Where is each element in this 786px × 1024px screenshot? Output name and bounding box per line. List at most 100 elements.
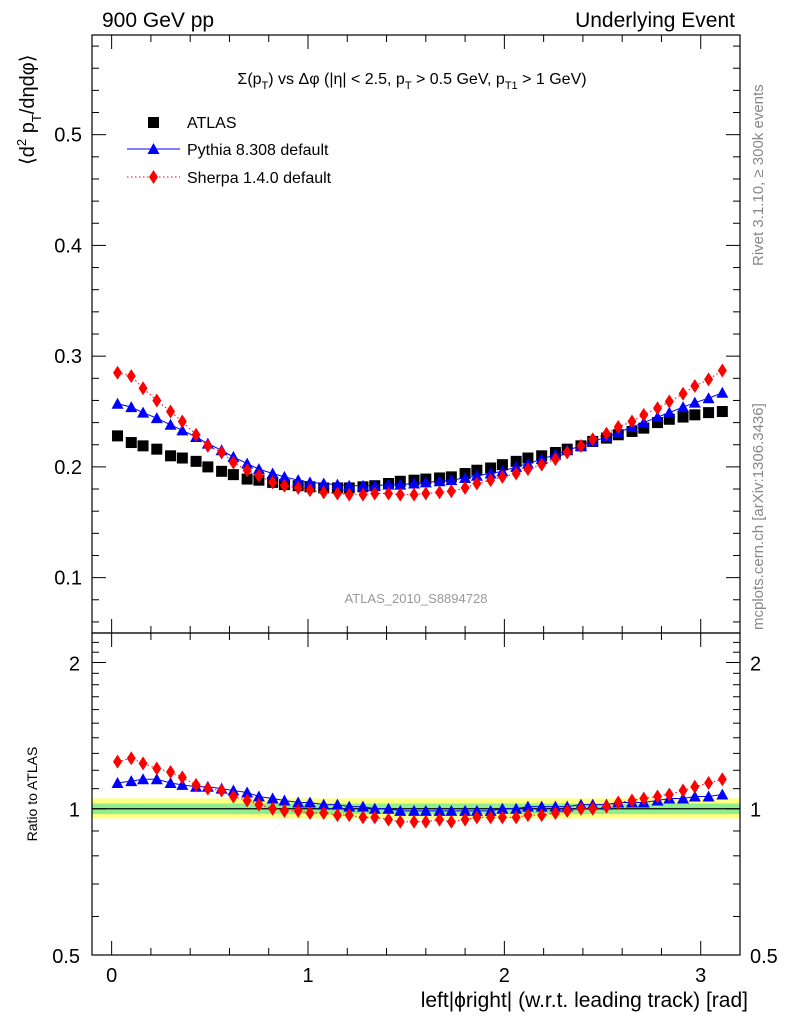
main-point-sherpa (370, 486, 380, 501)
main-point-sherpa (254, 468, 264, 483)
main-point-sherpa (421, 486, 431, 501)
main-point-sherpa (152, 393, 162, 408)
ratio-point-pythia (535, 800, 548, 812)
main-point-atlas (202, 461, 214, 473)
main-point-pythia (419, 476, 432, 488)
ratio-point-sherpa (653, 789, 663, 804)
ratio-ytick-label-right: 2 (750, 653, 761, 675)
main-point-atlas (112, 430, 124, 442)
ratio-ytick-label: 1 (69, 800, 80, 822)
ratio-point-sherpa (293, 803, 303, 818)
main-point-atlas (151, 443, 163, 455)
ratio-point-sherpa (435, 812, 445, 827)
main-ylabel: ⟨d2 pT/dηdφ⟩ (14, 54, 44, 165)
main-ytick-label: 0.2 (54, 457, 82, 479)
ratio-point-sherpa (152, 761, 162, 776)
x-tick-label: 2 (499, 965, 510, 987)
main-point-sherpa (497, 469, 507, 484)
legend-label-sherpa: Sherpa 1.4.0 default (187, 170, 332, 187)
ratio-point-pythia (317, 798, 330, 810)
ratio-point-pythia (677, 792, 690, 804)
main-point-atlas (190, 455, 202, 467)
ratio-point-sherpa (562, 803, 572, 818)
main-point-sherpa (664, 394, 674, 409)
main-point-sherpa (678, 386, 688, 401)
ratio-point-sherpa (126, 751, 136, 766)
ratio-ytick-label-right: 0.5 (750, 946, 778, 968)
main-point-sherpa (409, 487, 419, 502)
main-point-sherpa (228, 455, 238, 470)
main-point-pythia (382, 478, 395, 490)
ratio-point-sherpa (395, 814, 405, 829)
analysis-watermark: ATLAS_2010_S8894728 (345, 591, 488, 606)
main-point-sherpa (537, 457, 547, 472)
ratio-point-sherpa (576, 801, 586, 816)
ratio-point-sherpa (370, 810, 380, 825)
title-end: > 1 GeV) (518, 71, 587, 88)
main-point-sherpa (113, 365, 123, 380)
main-point-sherpa (446, 484, 456, 499)
main-point-pythia (317, 477, 330, 489)
ratio-point-sherpa (332, 808, 342, 823)
main-point-pythia (394, 478, 407, 490)
ratio-point-sherpa (627, 793, 637, 808)
ratio-point-sherpa (268, 801, 278, 816)
main-series-layer (111, 363, 729, 502)
main-point-atlas (652, 417, 664, 429)
ratio-point-sherpa (242, 793, 252, 808)
main-point-pythia (408, 477, 421, 489)
ratio-point-sherpa (523, 808, 533, 823)
title-sub1: T (262, 80, 269, 92)
main-point-atlas (137, 440, 149, 452)
ratio-point-sherpa (203, 781, 213, 796)
main-point-sherpa (717, 363, 727, 378)
ratio-point-pythia (510, 802, 523, 814)
ratio-point-sherpa (191, 777, 201, 792)
main-point-pythia (433, 475, 446, 487)
main-point-sherpa (639, 407, 649, 422)
main-point-pythia (688, 396, 701, 408)
ratio-point-pythia (688, 790, 701, 802)
ratio-point-sherpa (460, 812, 470, 827)
main-point-atlas (165, 450, 177, 462)
title-sub3: T1 (505, 80, 518, 92)
main-point-sherpa (704, 372, 714, 387)
ratio-point-sherpa (279, 803, 289, 818)
ratio-point-sherpa (384, 812, 394, 827)
main-point-pythia (343, 479, 356, 491)
ratio-point-sherpa (472, 810, 482, 825)
main-point-pythia (252, 463, 265, 475)
ratio-point-pythia (111, 776, 124, 788)
ratio-point-pythia (241, 786, 254, 798)
main-point-atlas (216, 465, 228, 477)
ratio-point-sherpa (639, 791, 649, 806)
ratio-point-pythia (278, 794, 291, 806)
ratio-point-sherpa (166, 765, 176, 780)
ratio-point-pythia (459, 804, 472, 816)
main-point-sherpa (358, 487, 368, 502)
ratio-point-sherpa (217, 783, 227, 798)
main-point-atlas (496, 459, 508, 471)
ratio-point-pythia (408, 804, 421, 816)
ylabel-open: ⟨d (17, 146, 39, 165)
main-title: Σ(pT) vs Δφ (|η| < 2.5, pT > 0.5 GeV, pT… (237, 71, 586, 92)
ratio-point-sherpa (138, 756, 148, 771)
ratio-point-pythia (521, 800, 534, 812)
main-point-atlas (638, 422, 650, 434)
ratio-ytick-label-right: 1 (750, 800, 761, 822)
main-point-pythia (510, 460, 523, 472)
ratio-point-sherpa (305, 806, 315, 821)
x-tick-label: 0 (106, 965, 117, 987)
ratio-point-sherpa (704, 775, 714, 790)
ratio-point-sherpa (177, 770, 187, 785)
main-line-sherpa (117, 370, 723, 496)
ratio-point-pythia (266, 792, 279, 804)
main-point-pythia (125, 401, 138, 413)
x-tick-label: 3 (695, 965, 706, 987)
main-point-pythia (111, 397, 124, 409)
x-axis-label: left|ϕright| (w.r.t. leading track) [rad… (421, 989, 748, 1012)
main-point-pythia (470, 469, 483, 481)
main-point-pythia (637, 416, 650, 428)
main-point-atlas (227, 469, 239, 481)
